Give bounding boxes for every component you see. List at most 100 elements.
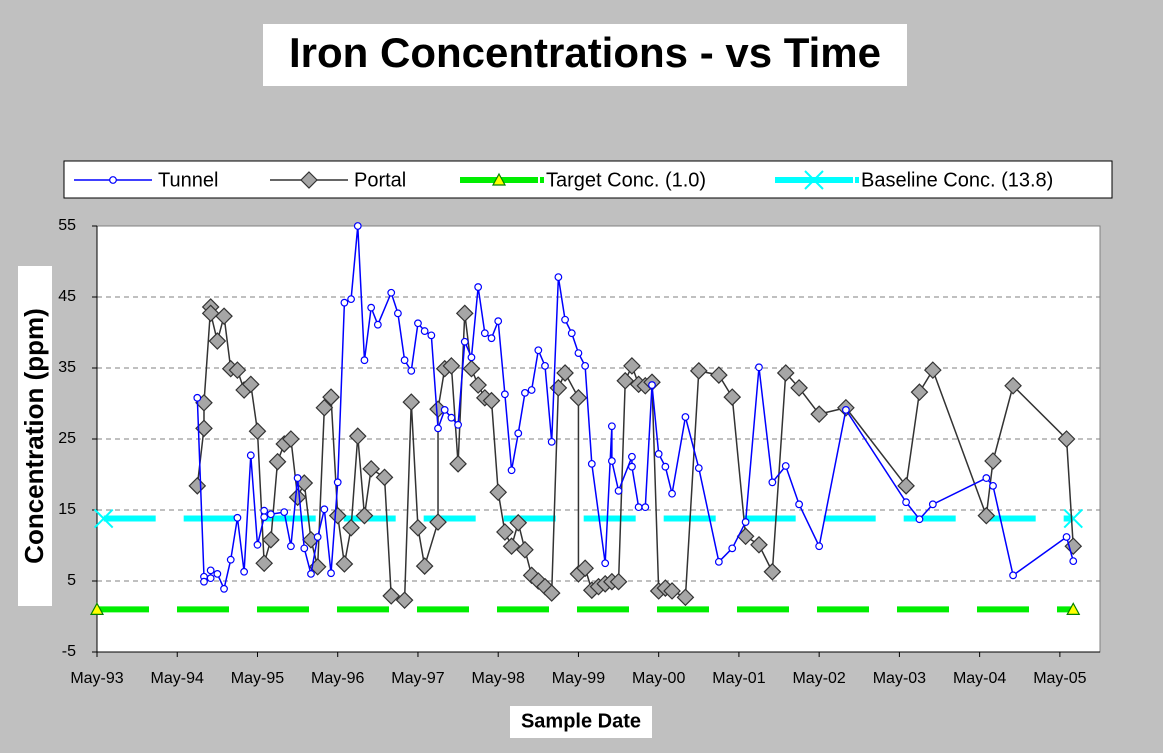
- data-point: [340, 298, 349, 307]
- data-point: [781, 462, 790, 470]
- data-point: [587, 459, 596, 468]
- data-point: [355, 506, 374, 525]
- data-point: [375, 468, 394, 487]
- data-point: [1004, 376, 1022, 395]
- data-point: [454, 420, 462, 429]
- data-point: [609, 572, 628, 591]
- data-point: [502, 537, 521, 556]
- title-box: [263, 24, 907, 86]
- data-point: [574, 349, 583, 357]
- x-tick-label: May-05: [1033, 670, 1086, 687]
- data-point: [1063, 508, 1083, 529]
- data-point: [496, 523, 514, 541]
- data-point: [280, 508, 289, 517]
- data-point: [614, 486, 623, 495]
- data-point: [193, 393, 202, 402]
- x-tick-label: May-96: [311, 670, 364, 687]
- data-point: [447, 413, 456, 422]
- legend-label: Target Conc. (1.0): [546, 169, 706, 191]
- data-point: [347, 295, 355, 304]
- y-tick-label: -5: [62, 643, 76, 660]
- data-point: [282, 430, 300, 448]
- x-label-box: [510, 706, 652, 738]
- chart-title: Iron Concentrations - vs Time: [289, 29, 881, 76]
- x-tick-label: May-02: [792, 670, 845, 687]
- data-point: [248, 422, 267, 441]
- legend-marker: [804, 170, 824, 190]
- data-point: [262, 530, 280, 549]
- data-point: [200, 577, 208, 586]
- data-point: [415, 557, 434, 575]
- data-point: [576, 559, 594, 578]
- data-point: [728, 544, 737, 553]
- data-point: [815, 542, 824, 551]
- data-point: [507, 466, 516, 475]
- data-point: [982, 474, 991, 482]
- data-point: [810, 405, 829, 423]
- x-tick-label: May-93: [70, 670, 123, 687]
- data-point: [755, 363, 763, 372]
- data-point: [923, 361, 942, 379]
- data-point: [641, 503, 650, 512]
- y-tick-label: 5: [67, 572, 76, 589]
- data-point: [1069, 557, 1078, 566]
- data-point: [469, 376, 487, 394]
- data-point: [741, 518, 750, 526]
- data-point: [763, 562, 782, 581]
- data-point: [1062, 533, 1071, 541]
- data-point: [89, 602, 105, 615]
- data-point: [616, 371, 635, 390]
- data-point: [467, 353, 476, 362]
- data-point: [215, 307, 233, 326]
- data-point: [556, 364, 574, 382]
- x-tick-label: May-95: [231, 670, 284, 687]
- x-tick-label: May-97: [391, 670, 444, 687]
- data-point: [648, 381, 656, 389]
- data-point: [581, 361, 590, 370]
- data-point: [420, 327, 429, 335]
- data-point: [402, 393, 421, 411]
- data-point: [449, 455, 467, 473]
- data-point: [902, 498, 910, 507]
- data-point: [681, 413, 690, 421]
- data-point: [93, 508, 114, 529]
- data-point: [567, 329, 576, 338]
- data-point: [668, 489, 676, 498]
- data-point: [474, 283, 483, 291]
- y-tick-label: 45: [58, 288, 76, 305]
- data-point: [541, 361, 549, 370]
- data-point: [494, 317, 503, 326]
- data-point: [407, 366, 416, 375]
- x-tick-label: May-03: [873, 670, 926, 687]
- data-point: [1057, 430, 1076, 448]
- data-point: [790, 379, 808, 397]
- data-point: [750, 535, 768, 554]
- data-point: [353, 222, 362, 230]
- data-point: [663, 582, 681, 600]
- data-point: [268, 452, 287, 471]
- data-point: [293, 474, 302, 482]
- data-point: [394, 309, 402, 318]
- data-point: [300, 544, 309, 553]
- data-point: [241, 375, 260, 394]
- legend-label: Baseline Conc. (13.8): [861, 169, 1053, 191]
- data-point: [984, 452, 1002, 470]
- y-tick-label: 25: [58, 430, 76, 447]
- data-point: [554, 273, 563, 282]
- data-point: [328, 506, 347, 525]
- data-point: [634, 503, 643, 512]
- data-point: [509, 513, 528, 532]
- data-point: [569, 388, 588, 407]
- data-point: [260, 513, 269, 521]
- x-tick-label: May-94: [151, 670, 204, 687]
- data-point: [516, 540, 534, 559]
- data-point: [915, 515, 924, 524]
- data-point: [489, 483, 508, 502]
- data-point: [315, 398, 334, 417]
- data-point: [414, 319, 422, 328]
- legend-marker: [300, 171, 318, 189]
- data-point: [395, 591, 414, 610]
- data-point: [694, 464, 703, 473]
- data-point: [710, 366, 728, 384]
